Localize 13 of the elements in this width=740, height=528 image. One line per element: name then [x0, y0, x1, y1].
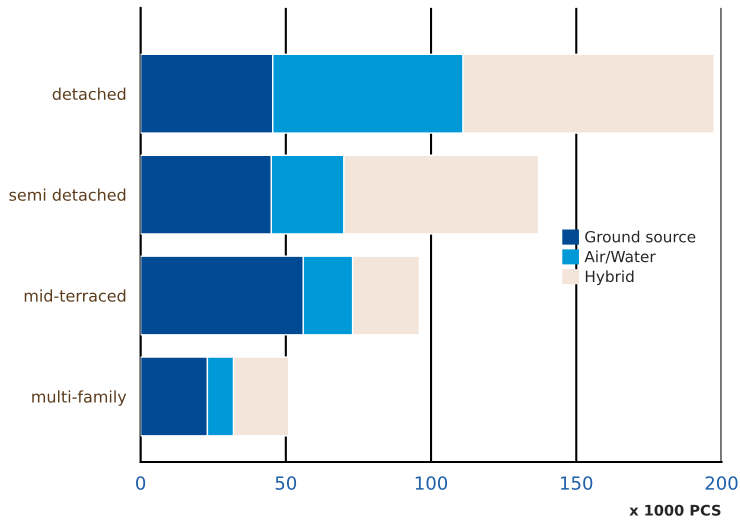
y-tick-label: detached	[52, 88, 126, 100]
legend-label: Hybrid	[586, 270, 634, 286]
legend-label: Ground source	[585, 230, 696, 242]
x-tick-label: 0	[136, 476, 146, 490]
legend-label: Air/Water	[584, 250, 656, 264]
x-tick-label: 200	[706, 476, 738, 490]
x-tick-label: 50	[276, 476, 296, 490]
x-tick-label: 150	[561, 476, 592, 490]
x-axis-title: x 1000 PCS	[629, 504, 720, 516]
y-tick-label: mid-terraced	[24, 289, 126, 302]
x-tick-label: 100	[416, 476, 448, 490]
y-tick-label: multi-family	[32, 390, 126, 406]
y-tick-label: semi detached	[9, 188, 126, 201]
